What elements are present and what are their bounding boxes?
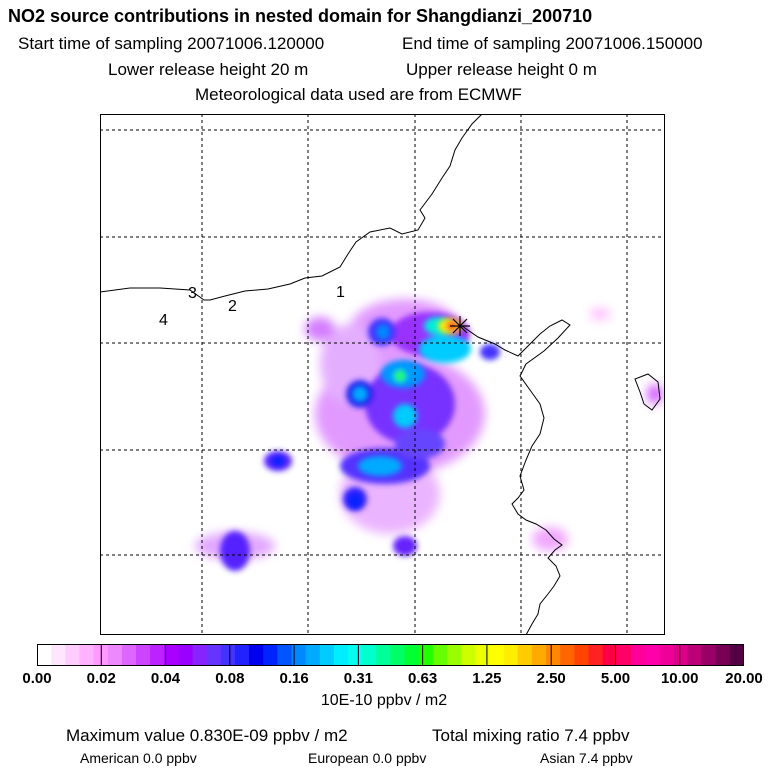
island-coastline — [634, 373, 661, 411]
colorbar-tick-label: 0.16 — [279, 670, 309, 687]
colorbar-cell — [263, 644, 278, 666]
map-label-3: 3 — [188, 285, 197, 302]
colorbar-cell — [249, 644, 264, 666]
colorbar-tick-label: 5.00 — [600, 670, 631, 687]
colorbar-cell — [447, 644, 462, 666]
met-data-label: Meteorological data used are from ECMWF — [195, 85, 522, 104]
colorbar-cell — [546, 644, 561, 666]
map-panel: 1 2 3 4 — [100, 114, 665, 635]
map-frame — [100, 114, 665, 635]
colorbar-cell — [362, 644, 377, 666]
colorbar-tick-labels: 0.00 0.02 0.04 0.08 0.16 0.31 0.63 1.25 2.50 5.00… — [0, 670, 768, 690]
lower-release-height-label: Lower release height 20 m — [108, 60, 309, 79]
colorbar-cell — [659, 644, 674, 666]
colorbar-cell — [305, 644, 321, 666]
map-label-4: 4 — [159, 312, 168, 329]
colorbar-cell — [673, 644, 689, 666]
european-contribution-label: European 0.0 ppbv — [308, 750, 427, 766]
colorbar-cell — [79, 644, 95, 666]
colorbar-cell — [192, 644, 208, 666]
colorbar-cell — [164, 644, 179, 666]
colorbar-tick-label: 0.08 — [215, 670, 245, 687]
colorbar-cell — [531, 644, 547, 666]
colorbar-cell — [121, 644, 137, 666]
colorbar-cell — [390, 644, 406, 666]
colorbar-cell — [701, 644, 717, 666]
colorbar-cell — [234, 644, 250, 666]
colorbar-cell — [475, 644, 491, 666]
end-time-label: End time of sampling 20071006.150000 — [402, 34, 703, 53]
colorbar-cell — [178, 644, 194, 666]
colorbar-cell — [630, 644, 646, 666]
upper-release-height-label: Upper release height 0 m — [406, 60, 597, 79]
american-contribution-label: American 0.0 ppbv — [80, 750, 197, 766]
total-mixing-ratio-label: Total mixing ratio 7.4 ppbv — [432, 726, 630, 745]
colorbar-cell — [333, 644, 349, 666]
concentration-field — [195, 299, 663, 571]
colorbar-cell — [560, 644, 575, 666]
colorbar-cell — [107, 644, 123, 666]
colorbar-tick-label: 2.50 — [536, 670, 566, 687]
colorbar-cell — [51, 644, 66, 666]
colorbar-tick-label: 20.00 — [725, 670, 763, 687]
colorbar-tick-label: 1.25 — [472, 670, 502, 687]
colorbar-cell — [687, 644, 703, 666]
colorbar-cell — [503, 644, 519, 666]
receptor-marker-icon — [450, 316, 470, 336]
asian-contribution-label: Asian 7.4 ppbv — [540, 750, 633, 766]
map-label-1: 1 — [336, 284, 345, 301]
colorbar-cell — [404, 644, 420, 666]
plot-title: NO2 source contributions in nested domai… — [8, 6, 593, 26]
colorbar-cell — [517, 644, 533, 666]
colorbar-cell — [729, 644, 744, 666]
colorbar-cell — [135, 644, 151, 666]
colorbar-cell — [616, 644, 632, 666]
colorbar-tick-label: 0.04 — [150, 670, 181, 687]
maximum-value-label: Maximum value 0.830E-09 ppbv / m2 — [66, 726, 348, 745]
colorbar-cell — [220, 644, 236, 666]
colorbar-tick-label: 0.31 — [343, 670, 373, 687]
colorbar-cell — [461, 644, 476, 666]
colorbar-cell — [277, 644, 293, 666]
colorbar-cell — [489, 644, 505, 666]
colorbar-cell — [418, 644, 434, 666]
coastline — [461, 319, 571, 635]
colorbar-cell — [291, 644, 307, 666]
colorbar-cell — [150, 644, 165, 666]
colorbar-cell — [37, 644, 52, 666]
graticule — [100, 114, 665, 635]
colorbar-cell — [645, 644, 660, 666]
colorbar-cell — [319, 644, 335, 666]
colorbar-cell — [348, 644, 363, 666]
colorbar-cell — [376, 644, 392, 666]
colorbar-unit-label: 10E-10 ppbv / m2 — [320, 692, 448, 709]
colorbar-cell — [65, 644, 81, 666]
start-time-label: Start time of sampling 20071006.120000 — [18, 34, 325, 53]
colorbar-cell — [715, 644, 731, 666]
colorbar — [37, 644, 744, 666]
colorbar-tick-label: 0.63 — [408, 670, 438, 687]
colorbar-tick-label: 0.02 — [86, 670, 116, 687]
coastline — [100, 114, 483, 301]
colorbar-cell — [206, 644, 222, 666]
colorbar-tick-label: 0.00 — [22, 670, 52, 687]
colorbar-cell — [588, 644, 604, 666]
colorbar-cell — [602, 644, 618, 666]
colorbar-tick-label: 10.00 — [660, 670, 699, 687]
colorbar-cell — [432, 644, 448, 666]
colorbar-cell — [574, 644, 590, 666]
map-label-2: 2 — [228, 298, 237, 315]
